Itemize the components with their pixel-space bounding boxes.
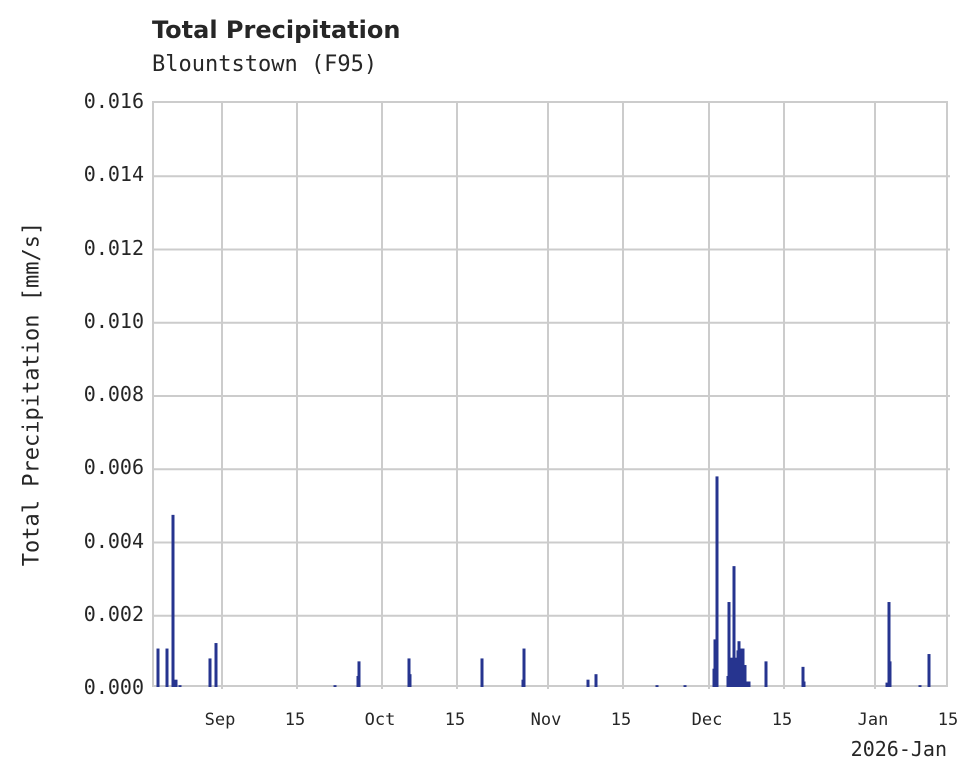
plot-area — [152, 101, 950, 689]
chart-title: Total Precipitation — [152, 16, 401, 44]
precip-bar — [713, 639, 717, 687]
precip-bar — [156, 648, 160, 687]
precip-bar — [734, 657, 738, 687]
x-tick-label: Oct — [364, 710, 396, 730]
precip-bar — [715, 476, 719, 687]
precip-bar — [741, 648, 745, 687]
y-tick-label: 0.016 — [83, 89, 144, 113]
x-tick-label: 15 — [610, 710, 632, 730]
x-axis-offset-label: 2026-Jan — [850, 737, 947, 761]
precip-bar — [174, 679, 178, 687]
y-tick-label: 0.000 — [83, 675, 144, 699]
x-tick-label: Jan — [857, 710, 889, 730]
x-tick-label: 15 — [771, 710, 793, 730]
precip-bar — [480, 658, 484, 687]
y-tick-label: 0.014 — [83, 162, 144, 187]
precip-bar — [887, 602, 891, 687]
precip-bar — [918, 685, 922, 687]
precip-bar — [727, 602, 731, 687]
precip-bar — [888, 661, 892, 687]
precip-bar — [178, 685, 182, 687]
y-tick-label: 0.012 — [83, 235, 144, 260]
y-tick-label: 0.004 — [83, 528, 144, 553]
precip-bar — [737, 641, 741, 687]
y-tick-label: 0.008 — [83, 382, 144, 406]
x-tick-label: Sep — [204, 710, 236, 730]
precip-bar — [522, 648, 526, 687]
precip-bar — [801, 666, 805, 687]
precip-bar — [171, 514, 175, 687]
precip-bar — [214, 643, 218, 687]
y-tick-label: 0.006 — [83, 455, 144, 480]
precip-bar — [333, 685, 337, 687]
y-tick-label: 0.010 — [83, 308, 144, 333]
precip-bar — [730, 657, 734, 687]
precip-bar — [586, 679, 590, 687]
chart-subtitle: Blountstown (F95) — [152, 52, 378, 77]
precip-bar — [357, 661, 361, 687]
precip-bar — [885, 682, 889, 687]
precip-bar — [407, 658, 411, 687]
precip-bar — [739, 648, 743, 687]
x-tick-label: 15 — [937, 710, 959, 730]
precipitation-bars — [154, 103, 950, 689]
y-axis-label: Total Precipitation [mm/s] — [19, 221, 45, 567]
precip-bar — [764, 661, 768, 687]
precip-bar — [732, 566, 736, 687]
precip-bar — [208, 658, 212, 687]
precip-bar — [594, 674, 598, 687]
precip-bar — [165, 648, 169, 687]
precip-bar — [521, 679, 525, 687]
x-tick-label: Nov — [530, 710, 562, 730]
precip-bar — [683, 685, 687, 687]
precip-bar — [745, 681, 749, 687]
precip-bar — [802, 681, 806, 687]
precip-bar — [655, 685, 659, 687]
precip-bar — [747, 681, 751, 687]
x-tick-label: 15 — [284, 710, 306, 730]
y-tick-label: 0.002 — [83, 601, 144, 626]
precip-bar — [743, 665, 747, 687]
precip-bar — [927, 654, 931, 687]
x-tick-label: Dec — [691, 710, 723, 730]
x-tick-label: 15 — [444, 710, 466, 730]
precip-bar — [408, 674, 412, 687]
